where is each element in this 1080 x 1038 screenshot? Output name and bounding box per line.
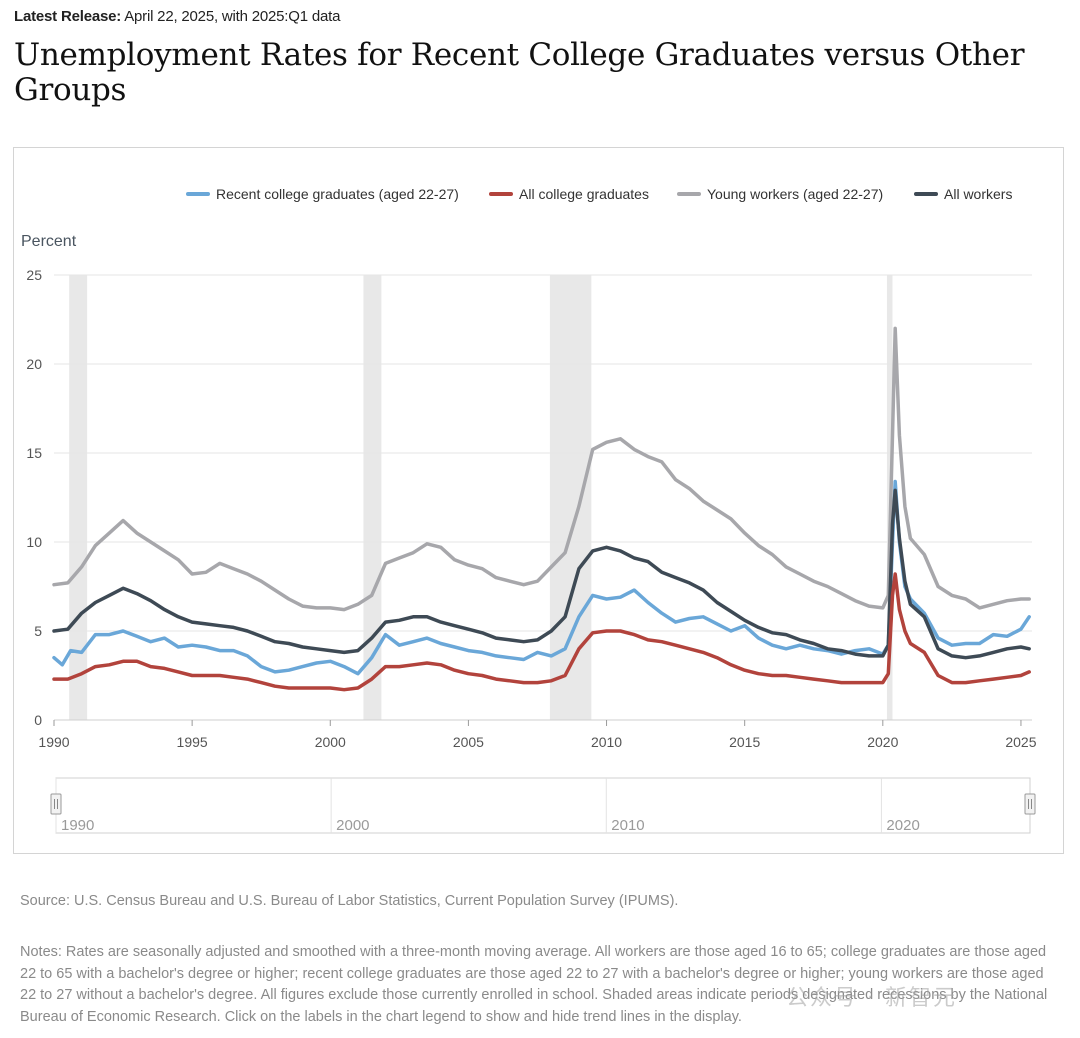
chart-legend: Recent college graduates (aged 22-27) All… bbox=[186, 186, 1012, 202]
navigator-handle-right[interactable] bbox=[1024, 793, 1036, 815]
navigator-handle-left[interactable] bbox=[50, 793, 62, 815]
recession-band-1 bbox=[363, 275, 382, 720]
navigator-label-1990: 1990 bbox=[61, 817, 94, 834]
y-tick-0: 0 bbox=[34, 712, 42, 728]
series-line-0 bbox=[52, 326, 1031, 612]
legend-label-1: All college graduates bbox=[519, 186, 649, 202]
y-tick-10: 10 bbox=[26, 534, 42, 550]
navigator-label-2000: 2000 bbox=[336, 817, 369, 834]
navigator-label-2020: 2020 bbox=[886, 817, 919, 834]
y-tick-25: 25 bbox=[26, 267, 42, 283]
y-tick-5: 5 bbox=[34, 623, 42, 639]
release-label: Latest Release: bbox=[14, 8, 122, 25]
latest-release: Latest Release: April 22, 2025, with 202… bbox=[14, 8, 340, 25]
series-lines bbox=[52, 326, 1031, 692]
x-tick-2015: 2015 bbox=[729, 734, 760, 750]
y-tick-20: 20 bbox=[26, 356, 42, 372]
legend-label-2: Young workers (aged 22-27) bbox=[707, 186, 883, 202]
legend-label-0: Recent college graduates (aged 22-27) bbox=[216, 186, 459, 202]
y-axis-ticks: 0 5 10 15 20 25 bbox=[26, 267, 42, 728]
chart-container: Recent college graduates (aged 22-27) All… bbox=[13, 147, 1064, 854]
x-tick-2000: 2000 bbox=[315, 734, 346, 750]
page-title: Unemployment Rates for Recent College Gr… bbox=[14, 37, 1025, 108]
legend-item-2[interactable]: Young workers (aged 22-27) bbox=[677, 186, 883, 202]
navigator-label-2010: 2010 bbox=[611, 817, 644, 834]
series-line-2 bbox=[52, 488, 1031, 660]
release-text: April 22, 2025, with 2025:Q1 data bbox=[121, 8, 341, 25]
recession-band-2 bbox=[549, 275, 592, 720]
x-tick-1990: 1990 bbox=[38, 734, 69, 750]
chart-svg: Recent college graduates (aged 22-27) All… bbox=[21, 186, 1037, 834]
legend-item-3[interactable]: All workers bbox=[914, 186, 1012, 202]
watermark: 公众号 · 新智元 bbox=[786, 986, 957, 1011]
grid-lines bbox=[54, 274, 1032, 721]
legend-item-0[interactable]: Recent college graduates (aged 22-27) bbox=[186, 186, 459, 202]
recession-shading bbox=[69, 275, 893, 720]
handle-body-0 bbox=[50, 793, 62, 815]
series-line-3 bbox=[52, 572, 1031, 692]
x-tick-2005: 2005 bbox=[453, 734, 484, 750]
x-tick-1995: 1995 bbox=[177, 734, 208, 750]
x-tick-2010: 2010 bbox=[591, 734, 622, 750]
range-navigator[interactable]: 1990 2000 2010 2020 bbox=[50, 777, 1036, 834]
y-axis-label: Percent bbox=[21, 233, 77, 250]
x-tick-2025: 2025 bbox=[1005, 734, 1036, 750]
source-note: Source: U.S. Census Bureau and U.S. Bure… bbox=[20, 893, 679, 909]
x-axis-ticks: 1990 1995 2000 2005 2010 2015 2020 2025 bbox=[38, 720, 1037, 750]
legend-label-3: All workers bbox=[944, 186, 1012, 202]
x-tick-2020: 2020 bbox=[867, 734, 898, 750]
navigator-track bbox=[55, 777, 1031, 834]
legend-item-1[interactable]: All college graduates bbox=[489, 186, 649, 202]
handle-body-1 bbox=[1024, 793, 1036, 815]
notes-text: Notes: Rates are seasonally adjusted and… bbox=[20, 944, 1048, 1025]
y-tick-15: 15 bbox=[26, 445, 42, 461]
recession-band-0 bbox=[69, 275, 88, 720]
